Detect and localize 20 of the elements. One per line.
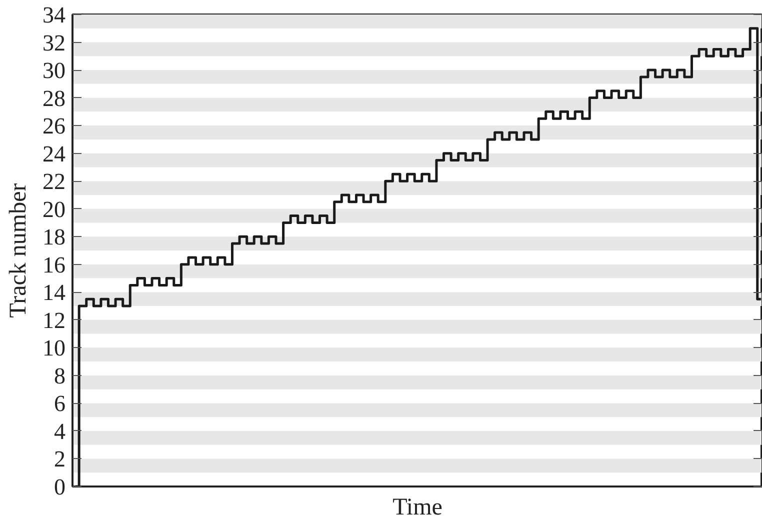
y-tick-label: 34 bbox=[42, 2, 66, 28]
y-tick-label: 6 bbox=[54, 391, 66, 416]
y-tick-label: 22 bbox=[42, 169, 66, 194]
y-tick-label: 10 bbox=[42, 336, 66, 361]
y-tick-label: 12 bbox=[42, 308, 66, 333]
y-tick-label: 20 bbox=[42, 196, 66, 222]
y-tick-label: 24 bbox=[42, 141, 66, 166]
y-tick-label: 32 bbox=[42, 30, 66, 56]
y-axis-title: Track number bbox=[6, 183, 32, 318]
y-tick-label: 4 bbox=[54, 418, 66, 444]
y-tick-label: 8 bbox=[54, 363, 66, 388]
y-tick-label: 0 bbox=[54, 474, 66, 500]
y-tick-label: 26 bbox=[42, 114, 66, 139]
y-tick-label: 18 bbox=[42, 224, 66, 250]
y-tick-label: 14 bbox=[42, 280, 66, 306]
y-tick-label: 2 bbox=[54, 446, 66, 472]
y-tick-label: 28 bbox=[42, 86, 66, 111]
y-tick-label: 30 bbox=[42, 58, 66, 84]
y-tick-label: 16 bbox=[42, 252, 66, 278]
x-axis-title: Time bbox=[392, 494, 442, 520]
